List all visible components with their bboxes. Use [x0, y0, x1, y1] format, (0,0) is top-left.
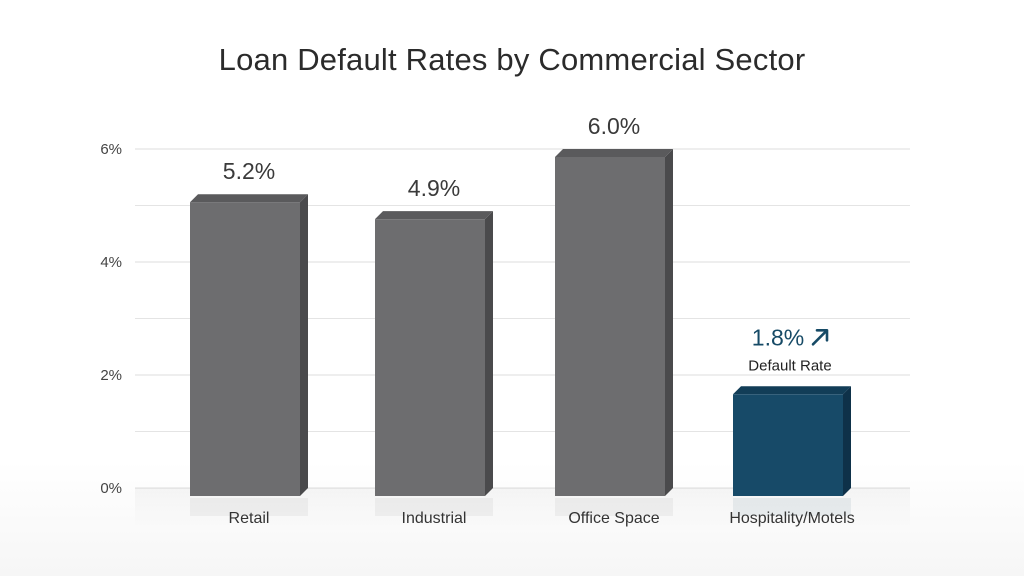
bar-reflection — [190, 498, 308, 516]
bar-reflection — [375, 498, 493, 516]
bar-top — [733, 386, 851, 395]
chart-title: Loan Default Rates by Commercial Sector — [218, 42, 806, 77]
y-tick-label: 2% — [100, 367, 122, 384]
x-category-label: Industrial — [402, 510, 467, 527]
x-category-label: Office Space — [568, 510, 659, 527]
bar-hospitality-motels — [733, 386, 851, 516]
data-label: 6.0% — [588, 113, 640, 139]
data-label: 1.8% — [752, 324, 804, 350]
bar-side — [665, 149, 673, 496]
bar-retail — [190, 194, 308, 516]
bar-reflection — [733, 498, 851, 516]
data-sub-label: Default Rate — [748, 357, 831, 374]
bar-side — [300, 194, 308, 496]
y-tick-label: 6% — [100, 141, 122, 158]
bar-top — [190, 194, 308, 203]
labels: Retail 5.2% Industrial 4.9% Office Space 6.0%… — [223, 113, 855, 527]
arrow-up-right-icon — [811, 328, 829, 346]
x-category-label: Retail — [229, 510, 270, 527]
bar-front — [555, 157, 665, 496]
bar-side — [485, 211, 493, 496]
bar-front — [733, 394, 843, 496]
data-label: 5.2% — [223, 158, 275, 184]
x-category-label: Hospitality/Motels — [729, 510, 854, 527]
y-tick-label: 0% — [100, 480, 122, 497]
bar-reflection — [555, 498, 673, 516]
bar-front — [375, 219, 485, 496]
bar-top — [375, 211, 493, 220]
bar-office-space — [555, 149, 673, 516]
y-tick-label: 4% — [100, 254, 122, 271]
bar-industrial — [375, 211, 493, 516]
bars — [135, 149, 910, 528]
bar-top — [555, 149, 673, 157]
y-axis-ticks: 0% 2% 4% 6% — [100, 141, 122, 497]
bar-front — [190, 202, 300, 496]
data-label: 4.9% — [408, 175, 460, 201]
bar-side — [843, 386, 851, 496]
